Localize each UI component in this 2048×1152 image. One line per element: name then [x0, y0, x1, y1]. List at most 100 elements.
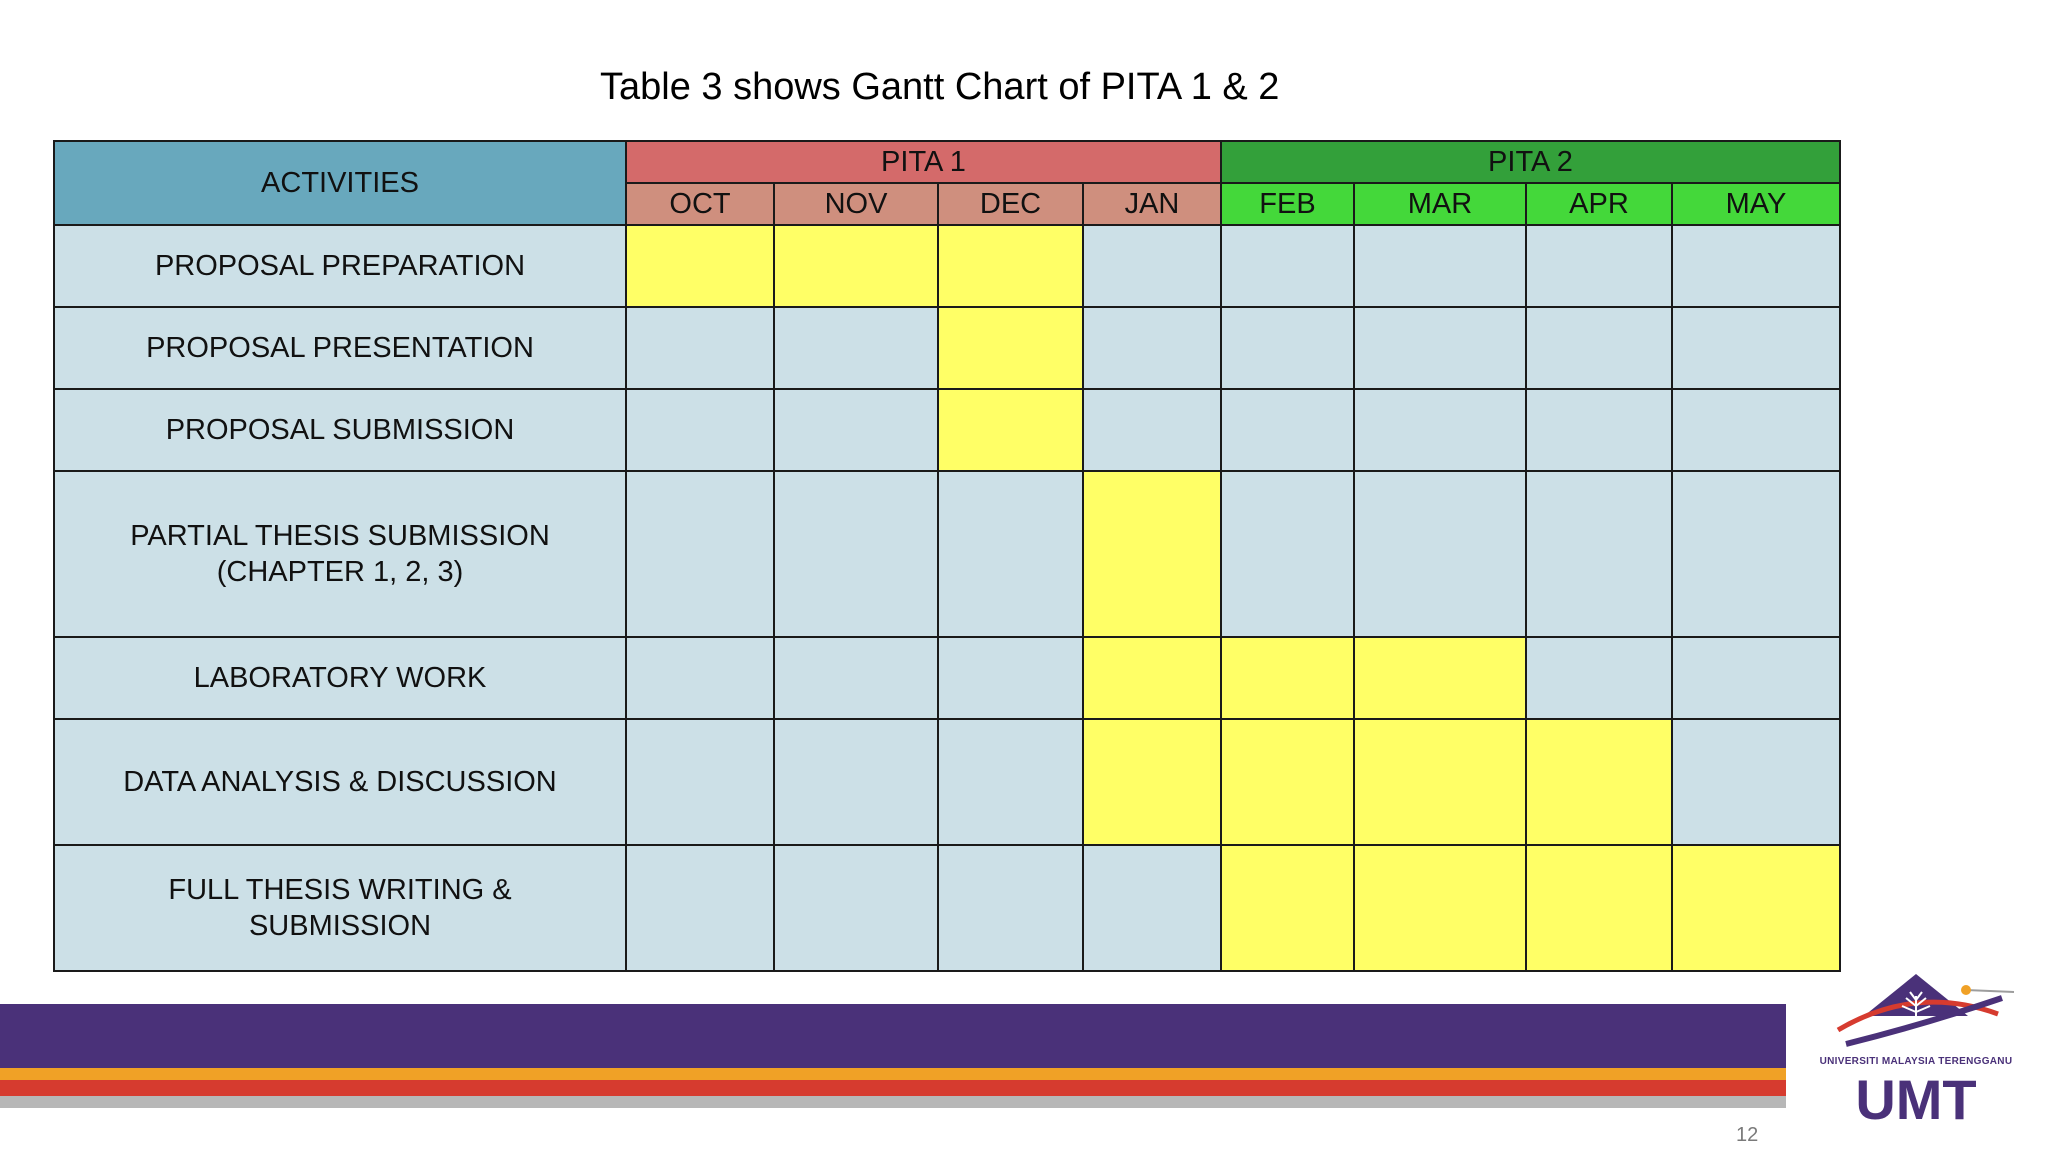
activity-label-line: FULL THESIS WRITING & [168, 874, 512, 906]
gantt-cell-may [1671, 718, 1841, 846]
gantt-row: PARTIAL THESIS SUBMISSION (CHAPTER 1, 2, … [53, 470, 1841, 638]
gantt-cell-dec [937, 718, 1084, 846]
activity-label-line: PARTIAL THESIS SUBMISSION [130, 520, 550, 552]
gantt-cell-nov [773, 844, 939, 972]
umt-logo: UNIVERSITI MALAYSIA TERENGGANU UMT [1816, 972, 2016, 1132]
month-header-mar: MAR [1353, 182, 1527, 226]
month-header-apr: APR [1525, 182, 1673, 226]
gantt-cell-apr [1525, 636, 1673, 720]
footer-band-red [0, 1080, 1786, 1096]
gantt-cell-jan [1082, 306, 1222, 390]
gantt-cell-oct [625, 306, 775, 390]
phase-header-pita1: PITA 1 [625, 140, 1222, 184]
gantt-cell-oct [625, 844, 775, 972]
gantt-cell-mar [1353, 470, 1527, 638]
activity-label-line: (CHAPTER 1, 2, 3) [216, 556, 464, 588]
gantt-cell-may [1671, 224, 1841, 308]
activities-header: ACTIVITIES [53, 140, 627, 226]
gantt-cell-may [1671, 388, 1841, 472]
gantt-cell-nov [773, 388, 939, 472]
gantt-body: PROPOSAL PREPARATION PROPOSAL PRESENTATIO… [53, 224, 1841, 972]
gantt-cell-feb-active [1220, 718, 1355, 846]
gantt-cell-apr [1525, 470, 1673, 638]
activity-label: PARTIAL THESIS SUBMISSION (CHAPTER 1, 2, … [53, 470, 627, 638]
gantt-cell-nov [773, 470, 939, 638]
gantt-row: PROPOSAL SUBMISSION [53, 388, 1841, 472]
month-header-may: MAY [1671, 182, 1841, 226]
gantt-cell-jan-active [1082, 470, 1222, 638]
umt-logo-icon [1836, 974, 2015, 1047]
gantt-cell-nov [773, 636, 939, 720]
phase-header-pita2: PITA 2 [1220, 140, 1841, 184]
gantt-cell-feb [1220, 470, 1355, 638]
activity-label: PROPOSAL SUBMISSION [53, 388, 627, 472]
gantt-cell-oct-active [625, 224, 775, 308]
gantt-cell-may [1671, 306, 1841, 390]
gantt-cell-feb-active [1220, 844, 1355, 972]
slide-title: Table 3 shows Gantt Chart of PITA 1 & 2 [600, 66, 1280, 108]
gantt-cell-jan-active [1082, 718, 1222, 846]
gantt-cell-feb [1220, 388, 1355, 472]
footer-band-orange [0, 1068, 1786, 1080]
gantt-cell-dec [937, 636, 1084, 720]
gantt-cell-oct [625, 718, 775, 846]
activity-label-line: PROPOSAL PRESENTATION [146, 332, 534, 364]
gantt-cell-mar [1353, 224, 1527, 308]
gantt-cell-dec-active [937, 306, 1084, 390]
gantt-cell-oct [625, 470, 775, 638]
gantt-cell-apr [1525, 388, 1673, 472]
gantt-cell-jan-active [1082, 636, 1222, 720]
activity-label-line: PROPOSAL SUBMISSION [165, 414, 515, 446]
gantt-cell-nov-active [773, 224, 939, 308]
gantt-cell-may [1671, 470, 1841, 638]
month-header-feb: FEB [1220, 182, 1355, 226]
gantt-cell-jan [1082, 388, 1222, 472]
month-header-dec: DEC [937, 182, 1084, 226]
gantt-cell-dec-active [937, 388, 1084, 472]
gantt-cell-may [1671, 636, 1841, 720]
logo-abbr: UMT [1855, 1068, 1977, 1131]
gantt-cell-jan [1082, 844, 1222, 972]
gantt-cell-dec [937, 844, 1084, 972]
month-header-oct: OCT [625, 182, 775, 226]
gantt-cell-oct [625, 636, 775, 720]
gantt-cell-mar [1353, 306, 1527, 390]
gantt-cell-nov [773, 718, 939, 846]
footer-band-purple [0, 1004, 1786, 1068]
gantt-row: LABORATORY WORK [53, 636, 1841, 720]
gantt-cell-mar-active [1353, 636, 1527, 720]
gantt-cell-mar [1353, 388, 1527, 472]
gantt-table: ACTIVITIES PITA 1 PITA 2 OCT NOV DEC JAN… [53, 140, 1841, 972]
gantt-cell-dec [937, 470, 1084, 638]
gantt-cell-nov [773, 306, 939, 390]
activity-label: LABORATORY WORK [53, 636, 627, 720]
gantt-row: FULL THESIS WRITING & SUBMISSION [53, 844, 1841, 972]
page-number: 12 [1736, 1124, 1759, 1146]
activity-label-line: DATA ANALYSIS & DISCUSSION [123, 766, 557, 798]
activity-label: DATA ANALYSIS & DISCUSSION [53, 718, 627, 846]
gantt-cell-apr [1525, 306, 1673, 390]
month-header-nov: NOV [773, 182, 939, 226]
gantt-cell-feb [1220, 306, 1355, 390]
gantt-cell-mar-active [1353, 844, 1527, 972]
gantt-cell-jan [1082, 224, 1222, 308]
gantt-cell-apr-active [1525, 844, 1673, 972]
gantt-row: PROPOSAL PREPARATION [53, 224, 1841, 308]
month-header-jan: JAN [1082, 182, 1222, 226]
activity-label-line: PROPOSAL PREPARATION [154, 250, 526, 282]
gantt-cell-mar-active [1353, 718, 1527, 846]
gantt-cell-feb [1220, 224, 1355, 308]
logo-subtitle: UNIVERSITI MALAYSIA TERENGGANU [1819, 1056, 2013, 1067]
activity-label: PROPOSAL PRESENTATION [53, 306, 627, 390]
gantt-cell-apr [1525, 224, 1673, 308]
gantt-cell-apr-active [1525, 718, 1673, 846]
gantt-cell-feb-active [1220, 636, 1355, 720]
gantt-cell-may-active [1671, 844, 1841, 972]
gantt-row: PROPOSAL PRESENTATION [53, 306, 1841, 390]
activity-label: FULL THESIS WRITING & SUBMISSION [53, 844, 627, 972]
gantt-row: DATA ANALYSIS & DISCUSSION [53, 718, 1841, 846]
footer-band-grey [0, 1096, 1786, 1108]
activity-label: PROPOSAL PREPARATION [53, 224, 627, 308]
gantt-cell-oct [625, 388, 775, 472]
activity-label-line: LABORATORY WORK [193, 662, 487, 694]
